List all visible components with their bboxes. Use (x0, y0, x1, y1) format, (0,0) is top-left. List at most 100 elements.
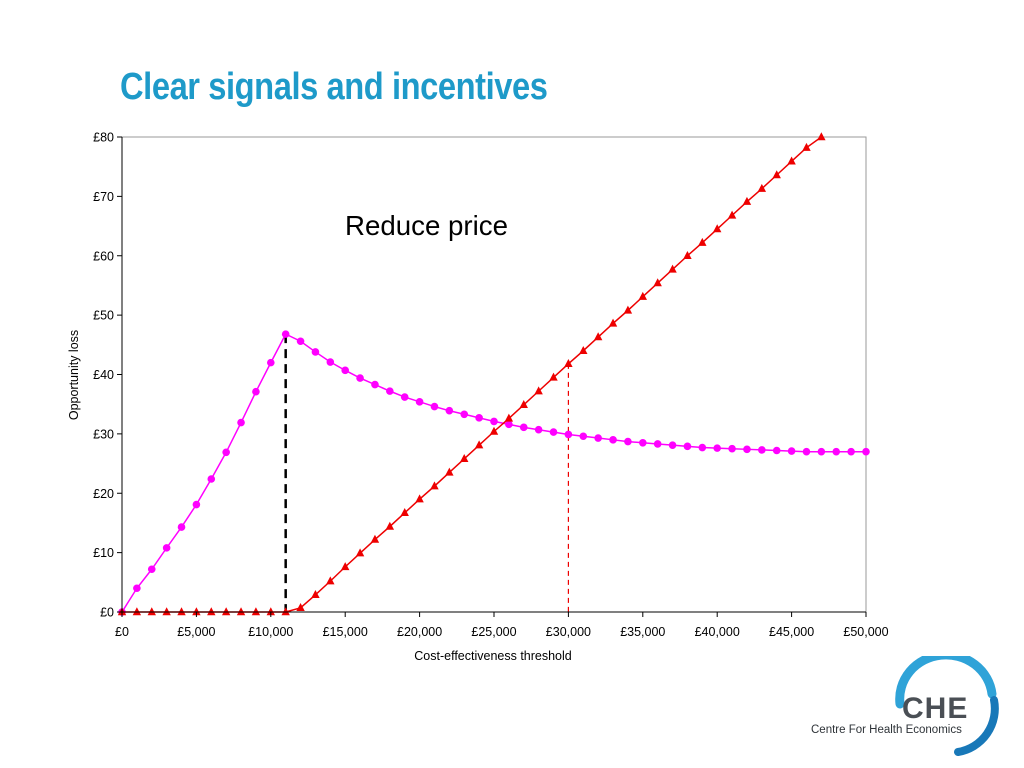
triangle-marker (579, 345, 588, 354)
circle-marker (415, 398, 424, 406)
triangle-marker (415, 494, 424, 503)
circle-marker (267, 358, 275, 367)
y-tick-label: £50 (93, 309, 114, 323)
circle-marker (817, 447, 826, 456)
circle-marker (133, 584, 141, 593)
circle-marker (549, 428, 558, 436)
x-tick-label: £25,000 (471, 625, 516, 639)
circle-marker (713, 444, 721, 452)
x-tick-label: £15,000 (323, 625, 368, 639)
circle-marker (341, 366, 350, 375)
x-tick-label: £0 (115, 625, 129, 639)
triangle-marker (698, 237, 707, 246)
circle-marker (624, 437, 632, 446)
triangle-marker (489, 426, 499, 435)
y-tick-label: £20 (93, 487, 114, 501)
triangle-marker (132, 607, 142, 616)
circle-marker (237, 418, 245, 427)
x-tick-label: £50,000 (843, 625, 888, 639)
series-line-1 (121, 333, 866, 613)
triangle-marker (534, 386, 543, 395)
triangle-marker (266, 607, 275, 616)
slide-title: Clear signals and incentives (120, 66, 548, 108)
circle-marker (534, 425, 543, 434)
triangle-marker (787, 156, 796, 165)
triangle-marker (162, 607, 171, 616)
x-tick-label: £20,000 (397, 625, 442, 639)
triangle-marker (311, 589, 320, 598)
circle-marker (222, 448, 230, 457)
x-tick-label: £35,000 (620, 625, 665, 639)
y-axis-title: Opportunity loss (67, 330, 81, 420)
triangle-marker (400, 508, 409, 517)
triangle-marker (683, 250, 692, 259)
circle-marker (386, 387, 394, 395)
circle-marker (862, 447, 870, 456)
circle-marker (192, 500, 201, 509)
circle-marker (475, 414, 483, 422)
triangle-marker (192, 607, 201, 616)
triangle-marker (221, 607, 231, 616)
triangle-marker (549, 372, 558, 381)
triangle-marker (742, 196, 752, 205)
circle-marker (653, 440, 662, 448)
y-tick-label: £0 (100, 606, 114, 620)
triangle-marker (370, 534, 380, 543)
logo-ring-icon (895, 656, 999, 756)
circle-marker (356, 374, 364, 382)
triangle-marker (653, 278, 662, 287)
x-axis-title: Cost-effectiveness threshold (414, 649, 572, 663)
triangle-marker (147, 607, 156, 616)
circle-marker (519, 423, 528, 432)
triangle-marker (757, 183, 767, 192)
triangle-marker (564, 359, 573, 368)
x-tick-label: £10,000 (248, 625, 293, 639)
circle-marker (847, 447, 855, 456)
circle-marker (564, 430, 573, 439)
y-tick-label: £80 (93, 131, 114, 145)
circle-marker (668, 441, 677, 449)
circle-marker (326, 358, 335, 366)
che-logo: CHE Centre For Health Economics (808, 656, 1008, 756)
triangle-marker (460, 454, 469, 463)
circle-marker (758, 446, 766, 454)
triangle-marker (430, 481, 439, 490)
y-tick-label: £30 (93, 427, 114, 441)
circle-marker (772, 446, 781, 455)
triangle-marker (236, 607, 246, 616)
circle-marker (698, 443, 707, 452)
triangle-marker (802, 142, 811, 151)
x-tick-label: £5,000 (177, 625, 215, 639)
triangle-marker (608, 318, 618, 327)
circle-marker (460, 410, 469, 419)
plot-area-border (121, 136, 867, 613)
circle-marker (162, 544, 171, 552)
triangle-marker (251, 607, 261, 616)
triangle-marker (177, 607, 186, 616)
circle-marker (802, 447, 811, 456)
x-tick-label: £45,000 (769, 625, 814, 639)
circle-marker (147, 565, 156, 574)
triangle-marker (638, 291, 647, 300)
circle-marker (832, 447, 841, 456)
circle-marker (207, 475, 216, 483)
triangle-marker (817, 132, 826, 141)
circle-marker (579, 432, 588, 441)
x-tick-label: £40,000 (695, 625, 740, 639)
triangle-marker (326, 576, 335, 585)
chart-annotation: Reduce price (345, 210, 508, 241)
triangle-marker (727, 210, 737, 219)
y-tick-label: £60 (93, 249, 114, 263)
triangle-marker (445, 467, 454, 476)
circle-marker (683, 442, 692, 451)
triangle-marker (341, 562, 350, 571)
logo-name: Centre For Health Economics (811, 724, 962, 736)
triangle-marker (355, 548, 365, 557)
triangle-marker (519, 399, 528, 408)
x-tick-label: £30,000 (546, 625, 591, 639)
circle-marker (609, 436, 617, 444)
circle-marker (296, 337, 305, 346)
triangle-marker (504, 413, 514, 422)
circle-marker (728, 444, 736, 453)
